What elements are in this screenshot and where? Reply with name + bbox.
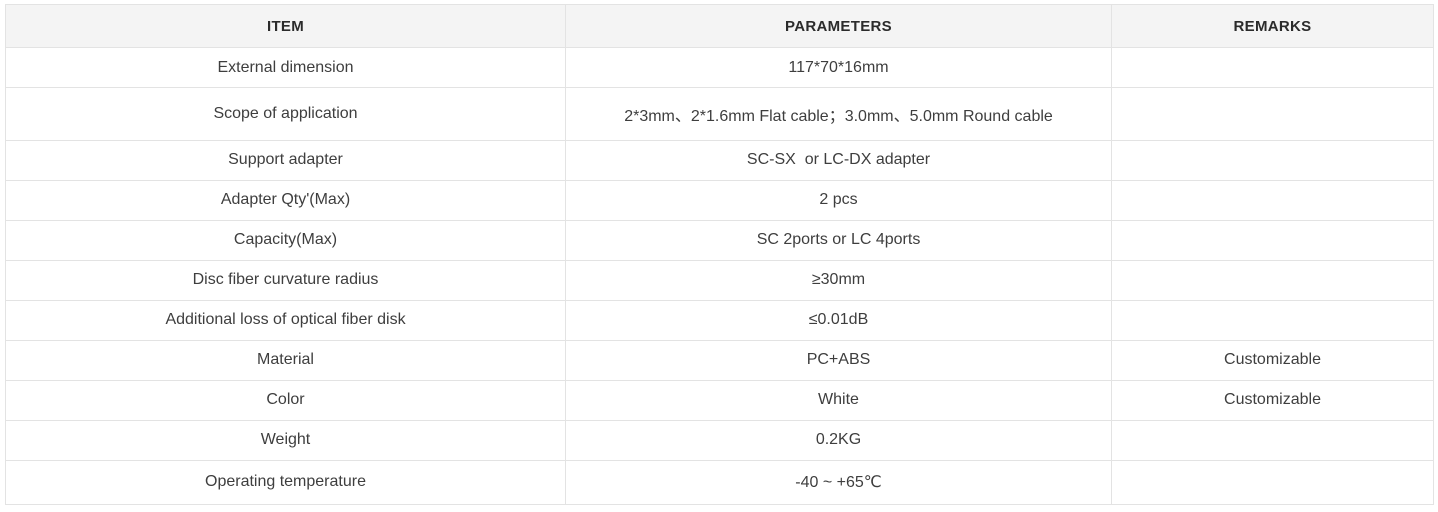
column-header-parameters: PARAMETERS [565, 4, 1112, 48]
cell-remarks: Customizable [1111, 379, 1434, 421]
cell-remarks [1111, 47, 1434, 88]
table-row: Weight 0.2KG [5, 419, 1434, 461]
cell-item: External dimension [5, 47, 566, 88]
table-row: Material PC+ABS Customizable [5, 339, 1434, 381]
cell-remarks [1111, 259, 1434, 301]
table-row: Scope of application 2*3mm、2*1.6mm Flat c… [5, 87, 1434, 141]
cell-parameters: 2*3mm、2*1.6mm Flat cable；3.0mm、5.0mm Rou… [565, 87, 1112, 141]
cell-parameters: ≤0.01dB [565, 299, 1112, 341]
cell-remarks [1111, 179, 1434, 221]
cell-parameters: SC-SX or LC-DX adapter [565, 139, 1112, 181]
cell-parameters: 2 pcs [565, 179, 1112, 221]
cell-parameters: ≥30mm [565, 259, 1112, 301]
cell-parameters: SC 2ports or LC 4ports [565, 219, 1112, 261]
cell-parameters: PC+ABS [565, 339, 1112, 381]
table-row: Capacity(Max) SC 2ports or LC 4ports [5, 219, 1434, 261]
cell-parameters: 0.2KG [565, 419, 1112, 461]
table-row: Disc fiber curvature radius ≥30mm [5, 259, 1434, 301]
column-header-remarks: REMARKS [1111, 4, 1434, 48]
column-header-item: ITEM [5, 4, 566, 48]
table-row: Additional loss of optical fiber disk ≤0.… [5, 299, 1434, 341]
cell-item: Capacity(Max) [5, 219, 566, 261]
cell-remarks [1111, 459, 1434, 506]
cell-remarks [1111, 87, 1434, 141]
table-row: Operating temperature -40 ~ +65℃ [5, 459, 1434, 506]
cell-remarks [1111, 299, 1434, 341]
cell-remarks: Customizable [1111, 339, 1434, 381]
cell-item: Adapter Qty'(Max) [5, 179, 566, 221]
cell-item: Disc fiber curvature radius [5, 259, 566, 301]
table-body: External dimension 117*70*16mm Scope of ap… [5, 47, 1434, 506]
cell-parameters: -40 ~ +65℃ [565, 459, 1112, 506]
header-row: ITEM PARAMETERS REMARKS [5, 4, 1434, 48]
cell-item: Weight [5, 419, 566, 461]
table-row: Adapter Qty'(Max) 2 pcs [5, 179, 1434, 221]
table-row: External dimension 117*70*16mm [5, 47, 1434, 88]
cell-remarks [1111, 139, 1434, 181]
cell-item: Scope of application [5, 87, 566, 141]
cell-item: Operating temperature [5, 459, 566, 506]
specification-table: ITEM PARAMETERS REMARKS External dimensi… [5, 4, 1434, 506]
cell-item: Support adapter [5, 139, 566, 181]
cell-remarks [1111, 419, 1434, 461]
table-header: ITEM PARAMETERS REMARKS [5, 4, 1434, 48]
table-row: Color White Customizable [5, 379, 1434, 421]
cell-item: Material [5, 339, 566, 381]
cell-remarks [1111, 219, 1434, 261]
cell-item: Additional loss of optical fiber disk [5, 299, 566, 341]
table-row: Support adapter SC-SX or LC-DX adapter [5, 139, 1434, 181]
cell-item: Color [5, 379, 566, 421]
cell-parameters: 117*70*16mm [565, 47, 1112, 88]
cell-parameters: White [565, 379, 1112, 421]
